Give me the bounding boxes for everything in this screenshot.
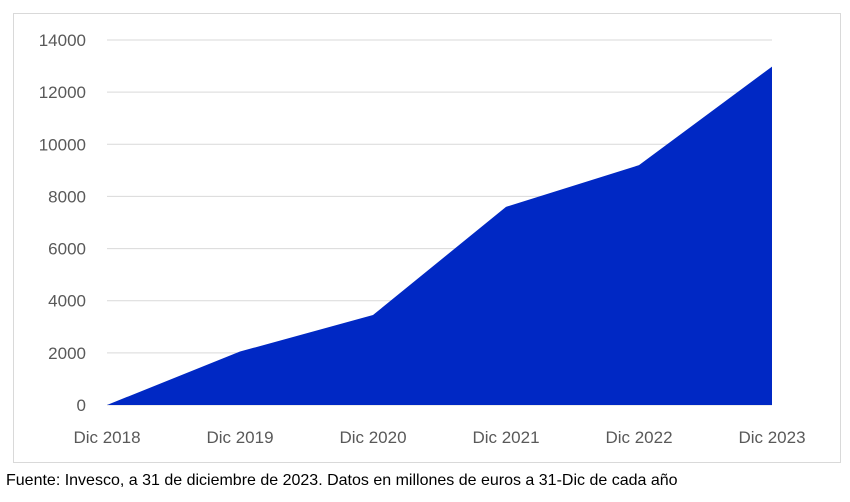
x-tick-label: Dic 2020 [339,428,406,447]
y-tick-label: 2000 [48,344,86,363]
y-tick-label: 6000 [48,240,86,259]
y-tick-label: 14000 [39,31,86,50]
y-axis-ticks: 0 2000 4000 6000 8000 10000 12000 14000 [39,31,86,415]
y-tick-label: 12000 [39,83,86,102]
series-area-fill [107,66,772,405]
x-tick-label: Dic 2019 [206,428,273,447]
y-tick-label: 8000 [48,187,86,206]
x-axis-ticks: Dic 2018 Dic 2019 Dic 2020 Dic 2021 Dic 2022… [73,428,805,447]
x-tick-label: Dic 2022 [605,428,672,447]
series-area [107,66,772,405]
y-tick-label: 10000 [39,135,86,154]
y-tick-label: 0 [77,396,86,415]
x-tick-label: Dic 2018 [73,428,140,447]
y-tick-label: 4000 [48,292,86,311]
x-tick-label: Dic 2023 [738,428,805,447]
x-tick-label: Dic 2021 [472,428,539,447]
source-note: Fuente: Invesco, a 31 de diciembre de 20… [6,472,678,489]
